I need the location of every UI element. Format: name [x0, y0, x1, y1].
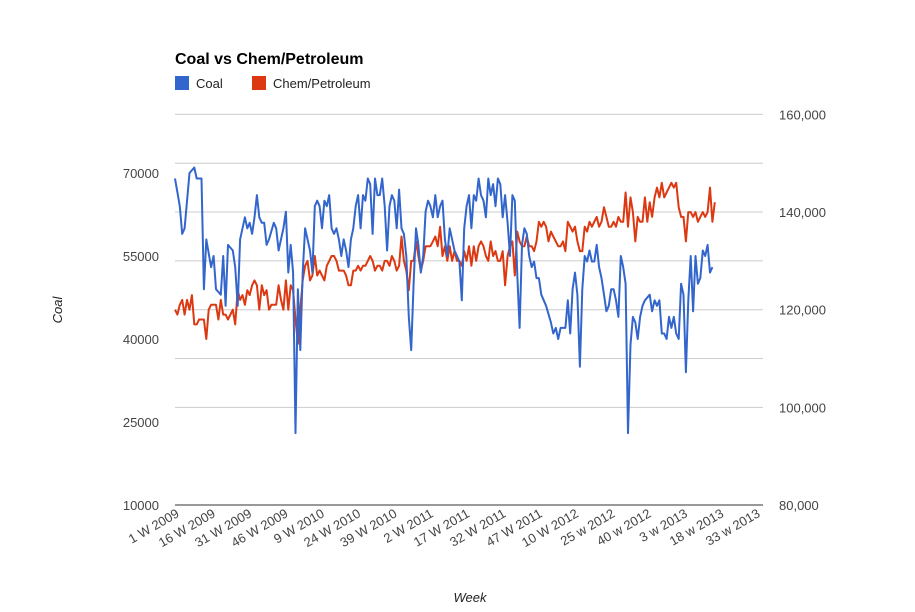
y-axis-label: Coal	[50, 296, 65, 324]
series-line-coal	[174, 166, 714, 435]
right-tick-label: 140,000	[779, 205, 826, 220]
right-tick-label: 160,000	[779, 107, 826, 122]
series-lines	[174, 166, 716, 435]
legend-swatch-chem	[252, 76, 266, 90]
x-axis-label: Week	[454, 590, 488, 605]
legend: Coal Chem/Petroleum	[175, 76, 371, 91]
legend-swatch-coal	[175, 76, 189, 90]
left-tick-label: 10000	[123, 498, 159, 513]
chart-title: Coal vs Chem/Petroleum	[175, 51, 364, 68]
gridlines	[175, 113, 763, 506]
right-tick-label: 120,000	[779, 303, 826, 318]
left-tick-label: 55000	[123, 249, 159, 264]
left-tick-label: 40000	[123, 332, 159, 347]
right-tick-label: 80,000	[779, 498, 819, 513]
right-tick-label: 100,000	[779, 400, 826, 415]
legend-label-coal: Coal	[196, 76, 223, 91]
left-tick-label: 25000	[123, 415, 159, 430]
left-tick-label: 70000	[123, 166, 159, 181]
legend-label-chem: Chem/Petroleum	[273, 76, 371, 91]
left-axis-ticks: 10000 25000 40000 55000 70000	[123, 166, 159, 513]
right-axis-ticks: 80,000 100,000 120,000 140,000 160,000	[779, 107, 826, 513]
